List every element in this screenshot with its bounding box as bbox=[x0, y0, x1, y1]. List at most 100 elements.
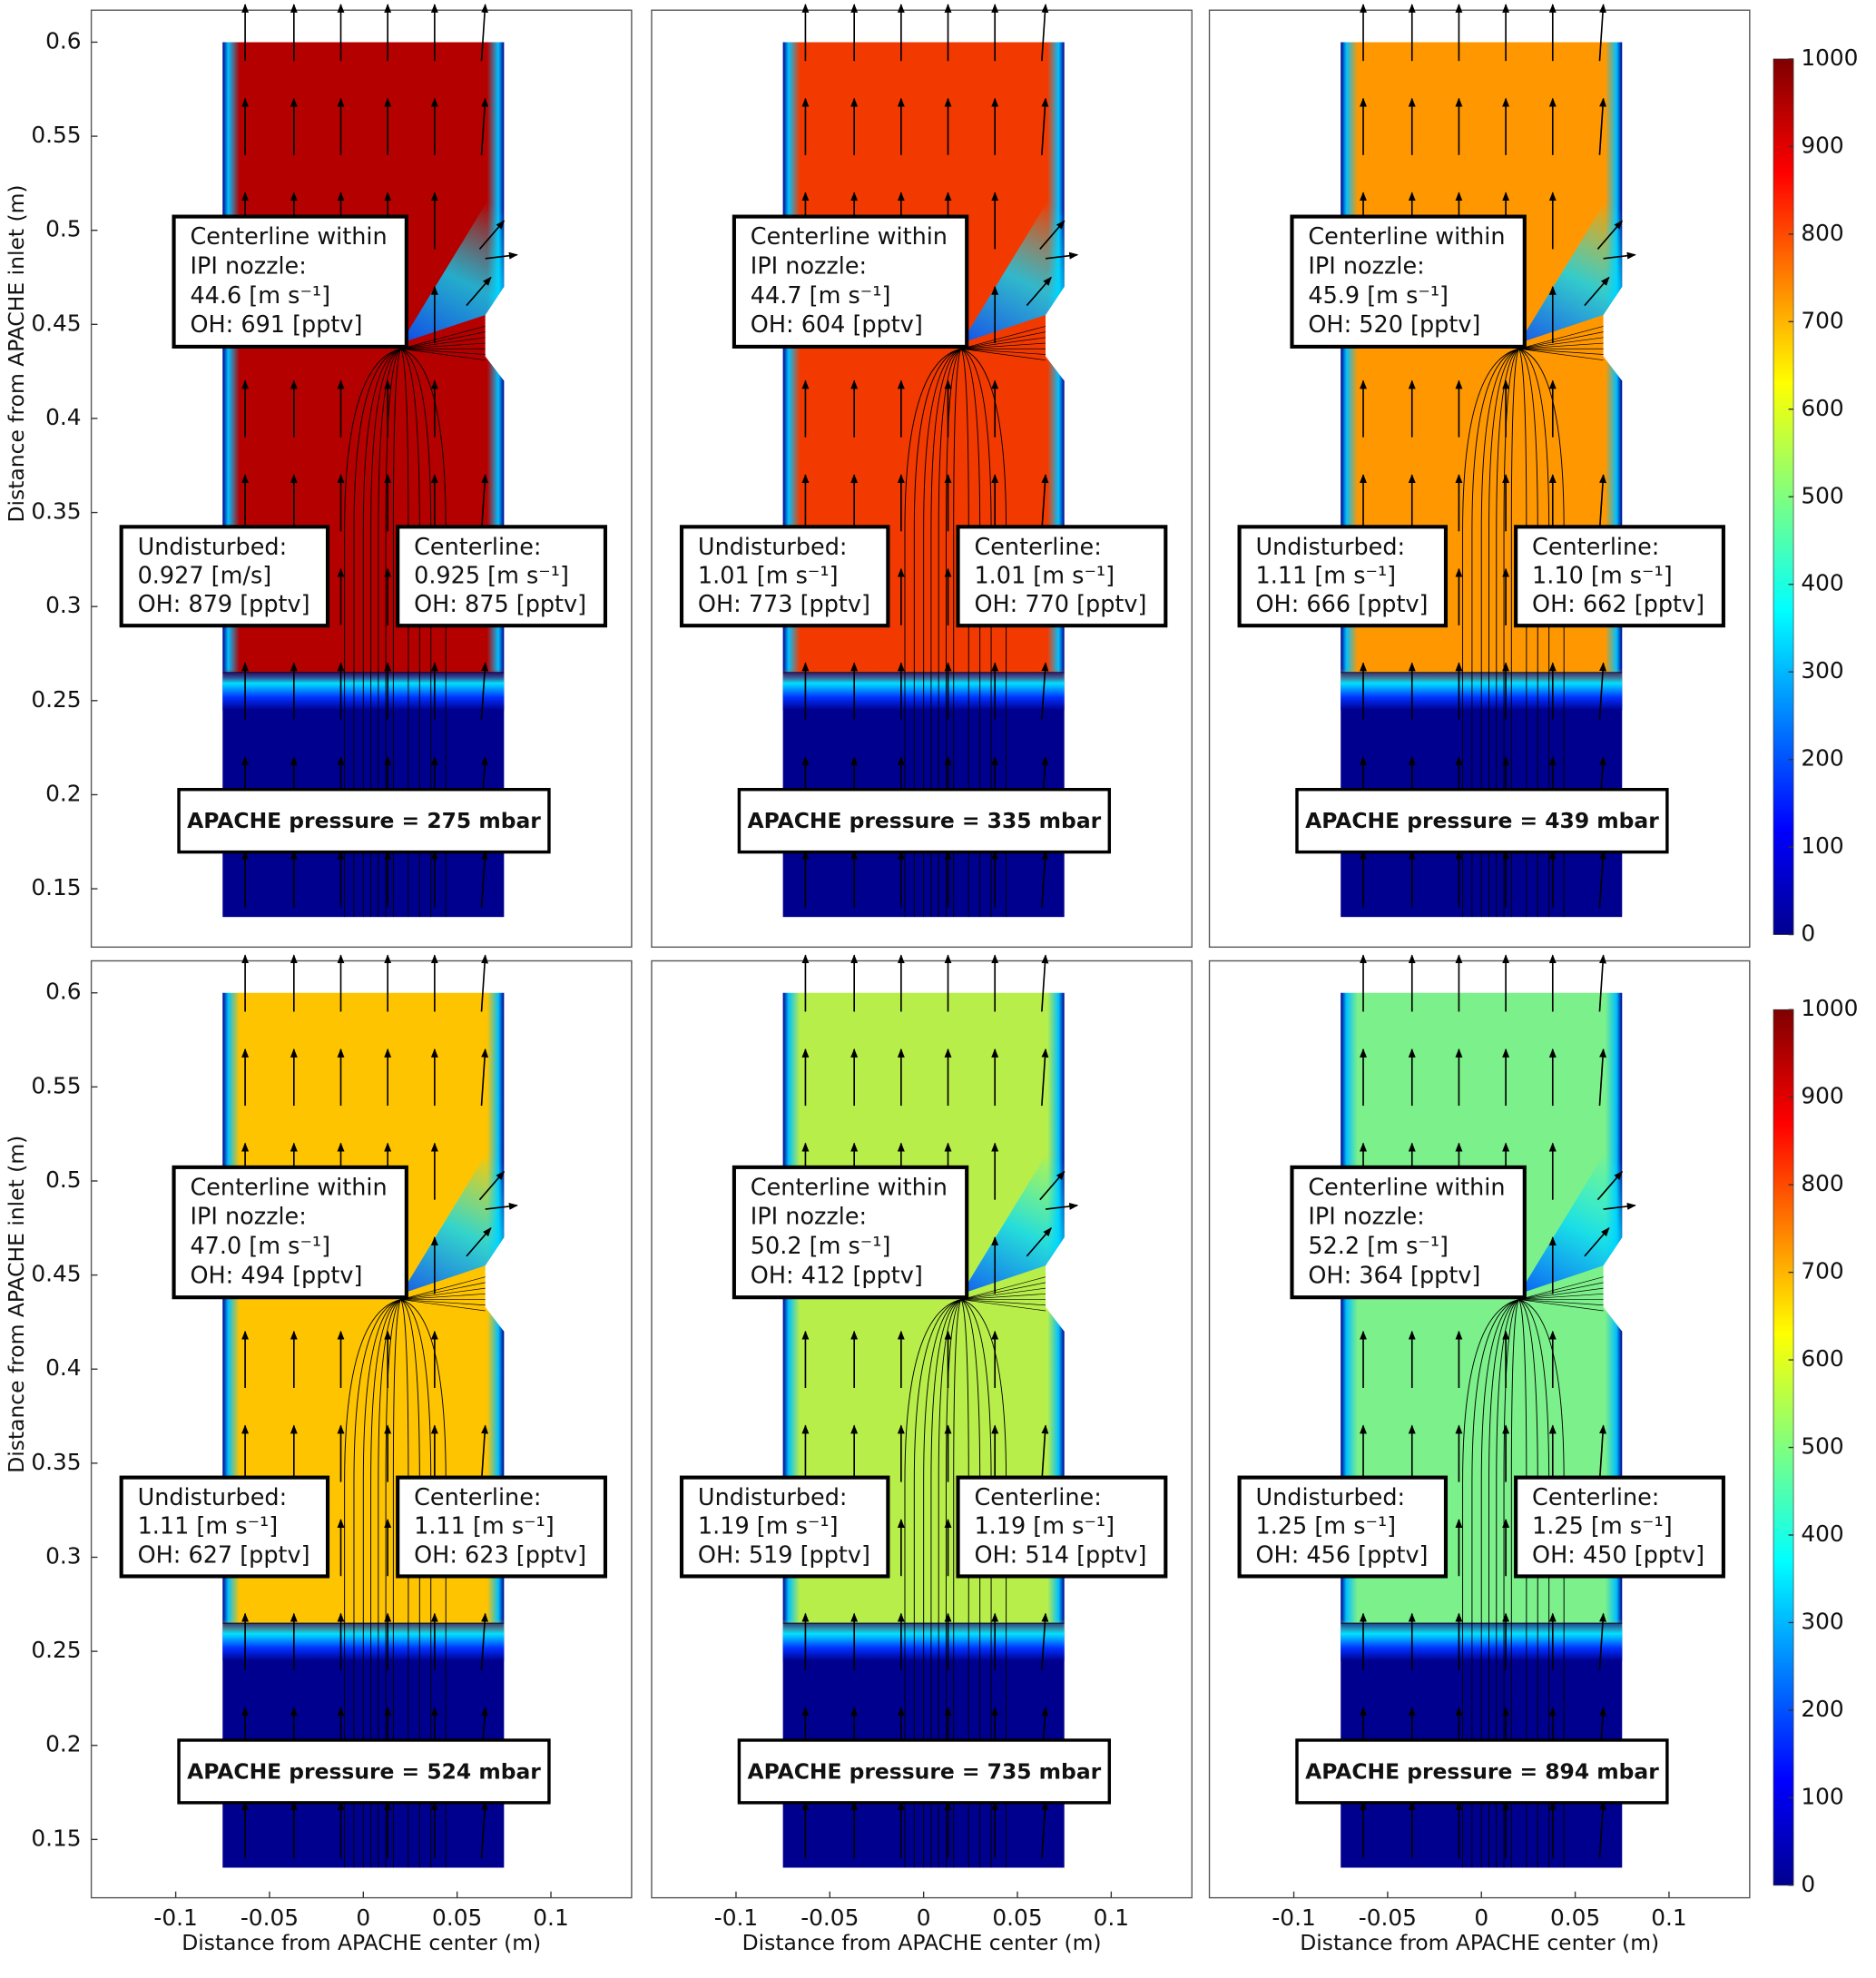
velocity-arrow bbox=[1598, 662, 1606, 720]
centerline-annotation-box bbox=[396, 525, 608, 628]
colorbar-tick-label: 800 bbox=[1801, 220, 1843, 246]
streamline bbox=[1518, 348, 1565, 918]
streamline bbox=[960, 1282, 1046, 1300]
y-axis-title: Distance from APACHE inlet (m) bbox=[4, 1136, 29, 1473]
streamline bbox=[385, 1299, 401, 1868]
colorbar-tick-label: 400 bbox=[1801, 1520, 1843, 1547]
velocity-arrow bbox=[1041, 850, 1049, 908]
streamline bbox=[392, 349, 402, 918]
streamline bbox=[1518, 337, 1604, 349]
streamline bbox=[1518, 349, 1527, 918]
centerline-annotation-text: Centerline: bbox=[1532, 1484, 1659, 1511]
streamline bbox=[1471, 1299, 1519, 1868]
x-tick-label: 0.05 bbox=[1550, 1904, 1600, 1931]
streamline bbox=[400, 1299, 420, 1868]
streamline bbox=[1510, 1299, 1520, 1868]
streamline bbox=[960, 337, 1046, 349]
velocity-arrow bbox=[1598, 1800, 1606, 1859]
velocity-arrow bbox=[480, 1612, 489, 1670]
centerline-annotation-box bbox=[956, 1475, 1168, 1579]
streamline bbox=[362, 1299, 401, 1868]
nozzle-annotation-box bbox=[1290, 214, 1527, 349]
y-axis-title: Distance from APACHE inlet (m) bbox=[4, 184, 29, 522]
velocity-arrow bbox=[480, 474, 489, 532]
x-tick-label: -0.05 bbox=[800, 1904, 859, 1931]
streamline bbox=[930, 348, 962, 918]
centerline-annotation-text: 1.19 [m s⁻¹] bbox=[974, 1513, 1115, 1540]
streamline bbox=[400, 1282, 486, 1300]
colorbar-tick-label: 200 bbox=[1801, 1696, 1843, 1722]
x-axis-title: Distance from APACHE center (m) bbox=[742, 1930, 1102, 1955]
velocity-arrow bbox=[1041, 1800, 1049, 1859]
undisturbed-annotation-text: OH: 666 [pptv] bbox=[1256, 591, 1429, 618]
undisturbed-annotation-text: Undisturbed: bbox=[138, 1484, 288, 1511]
streamline bbox=[930, 1299, 962, 1868]
undisturbed-annotation-text: OH: 456 [pptv] bbox=[1256, 1541, 1429, 1569]
undisturbed-annotation-box bbox=[679, 525, 890, 628]
velocity-arrow bbox=[1598, 1424, 1606, 1482]
centerline-annotation-text: Centerline: bbox=[414, 534, 541, 561]
streamline bbox=[960, 1299, 1046, 1312]
colorbar-tick-label: 100 bbox=[1801, 832, 1843, 859]
streamline bbox=[362, 348, 401, 918]
streamline bbox=[400, 348, 486, 361]
velocity-arrow bbox=[480, 1048, 489, 1107]
centerline-annotation-box bbox=[956, 525, 1168, 628]
streamline bbox=[960, 1299, 992, 1868]
nozzle-annotation-text: Centerline within bbox=[751, 1174, 948, 1201]
streamline bbox=[1488, 1299, 1519, 1868]
streamline bbox=[400, 348, 447, 918]
velocity-arrow bbox=[478, 220, 505, 250]
velocity-arrow bbox=[478, 1170, 505, 1201]
streamline bbox=[353, 348, 401, 918]
streamline bbox=[1518, 1299, 1604, 1312]
velocity-arrow bbox=[480, 4, 489, 62]
x-tick-label: 0 bbox=[1474, 1904, 1488, 1931]
streamline bbox=[1462, 1299, 1519, 1868]
y-tick-label: 0.6 bbox=[45, 979, 81, 1005]
streamline bbox=[1518, 1287, 1604, 1300]
y-tick-label: 0.55 bbox=[31, 122, 81, 148]
streamline bbox=[945, 348, 962, 918]
streamline bbox=[1496, 348, 1519, 918]
velocity-arrow bbox=[1596, 1170, 1623, 1201]
streamline bbox=[1518, 1299, 1550, 1868]
panel: 0.15 0.2 0.25 0.3 0.35 0.4 0.45 0.5 0.55 0.6 Dista… bbox=[4, 4, 633, 949]
colorbar-tick-label: 1000 bbox=[1801, 995, 1858, 1021]
streamline bbox=[1518, 348, 1550, 918]
colorbar-tick-label: 500 bbox=[1801, 1433, 1843, 1460]
velocity-arrow bbox=[1598, 954, 1606, 1012]
velocity-arrow bbox=[1598, 1048, 1606, 1107]
velocity-arrow bbox=[1041, 1048, 1049, 1107]
velocity-arrow bbox=[1596, 220, 1623, 250]
x-tick-label: -0.05 bbox=[241, 1904, 299, 1931]
streamline bbox=[904, 1299, 962, 1868]
undisturbed-annotation-box bbox=[1237, 1475, 1449, 1579]
undisturbed-annotation-text: 1.25 [m s⁻¹] bbox=[1256, 1513, 1397, 1540]
nozzle-annotation-text: Centerline within bbox=[1308, 1174, 1505, 1201]
velocity-arrow bbox=[1598, 4, 1606, 62]
colorbar-tick-label: 400 bbox=[1801, 570, 1843, 596]
streamline bbox=[960, 348, 992, 918]
velocity-arrow bbox=[480, 1424, 489, 1482]
streamline bbox=[1518, 331, 1604, 349]
streamline bbox=[1510, 349, 1520, 918]
y-tick-label: 0.2 bbox=[45, 1731, 81, 1757]
pressure-box bbox=[1295, 1738, 1669, 1805]
streamline bbox=[1518, 1293, 1604, 1300]
undisturbed-annotation-text: OH: 627 [pptv] bbox=[138, 1541, 310, 1569]
streamline bbox=[1518, 1299, 1565, 1868]
x-axis-title: Distance from APACHE center (m) bbox=[182, 1930, 541, 1955]
nozzle-annotation-text: IPI nozzle: bbox=[751, 252, 867, 280]
y-tick-label: 0.55 bbox=[31, 1072, 81, 1098]
velocity-arrow bbox=[1598, 474, 1606, 532]
streamline bbox=[400, 1276, 486, 1300]
undisturbed-annotation-text: 0.927 [m/s] bbox=[138, 562, 272, 589]
centerline-annotation-text: OH: 875 [pptv] bbox=[414, 591, 586, 618]
velocity-arrow bbox=[1584, 1227, 1610, 1257]
nozzle-annotation-box bbox=[172, 214, 408, 349]
y-tick-label: 0.45 bbox=[31, 1261, 81, 1287]
velocity-arrow bbox=[1041, 4, 1049, 62]
